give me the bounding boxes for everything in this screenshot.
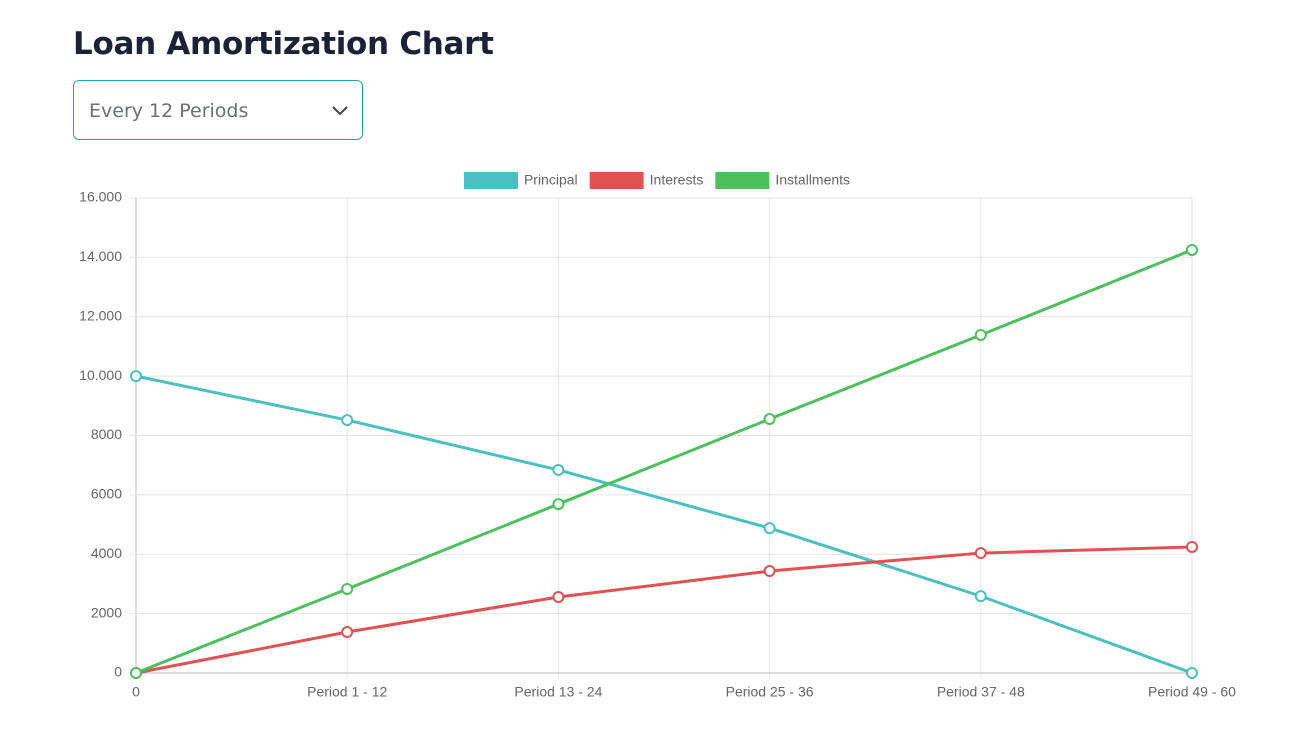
data-point xyxy=(763,413,776,426)
x-tick-label: Period 37 - 48 xyxy=(937,684,1025,700)
y-tick-label: 0 xyxy=(114,664,122,680)
data-point xyxy=(552,591,565,603)
x-tick-label: Period 1 - 12 xyxy=(307,684,387,700)
series-line xyxy=(135,545,1193,675)
data-point xyxy=(763,522,776,535)
page-title: Loan Amortization Chart xyxy=(73,26,494,62)
data-point xyxy=(552,463,565,476)
y-tick-label: 8000 xyxy=(91,426,122,442)
x-tick-label: Period 13 - 24 xyxy=(514,684,602,700)
series-line xyxy=(135,374,1193,675)
legend: Principal Interests Installments xyxy=(463,172,850,189)
data-point xyxy=(130,370,142,383)
data-point xyxy=(974,547,987,560)
y-tick-label: 14.000 xyxy=(79,248,122,264)
legend-swatch xyxy=(589,172,644,189)
chevron xyxy=(332,106,348,116)
x-tick-label: Period 49 - 60 xyxy=(1148,684,1236,700)
data-point xyxy=(341,582,354,595)
legend-label: Principal xyxy=(524,172,578,188)
data-point xyxy=(974,329,987,342)
legend-swatch xyxy=(463,172,518,189)
data-point xyxy=(1186,540,1198,553)
data-point xyxy=(341,414,354,427)
y-tick-label: 6000 xyxy=(91,486,122,502)
y-tick-label: 10.000 xyxy=(79,367,122,383)
y-tick-label: 2000 xyxy=(91,604,122,620)
data-point xyxy=(974,590,987,603)
x-tick-label: 0 xyxy=(132,684,140,700)
legend-label: Interests xyxy=(650,172,704,188)
period-select[interactable]: Every 12 Periods xyxy=(73,80,363,140)
series-line xyxy=(135,248,1193,675)
y-tick-label: 12.000 xyxy=(79,307,122,323)
data-point xyxy=(341,626,354,639)
y-tick-label: 4000 xyxy=(91,545,122,561)
x-tick-label: Period 25 - 36 xyxy=(726,684,814,700)
data-point xyxy=(552,498,565,511)
data-point xyxy=(1186,667,1198,679)
data-point xyxy=(763,565,776,578)
chart: 0 Period 1 - 12 Period 13 - 24 Period 25 - … xyxy=(79,172,1236,700)
data-point xyxy=(130,667,142,679)
select-value: Every 12 Periods xyxy=(89,100,249,122)
y-tick-label: 16.000 xyxy=(79,189,122,205)
legend-label: Installments xyxy=(775,172,850,188)
legend-swatch xyxy=(715,172,770,189)
data-point xyxy=(1186,243,1198,256)
